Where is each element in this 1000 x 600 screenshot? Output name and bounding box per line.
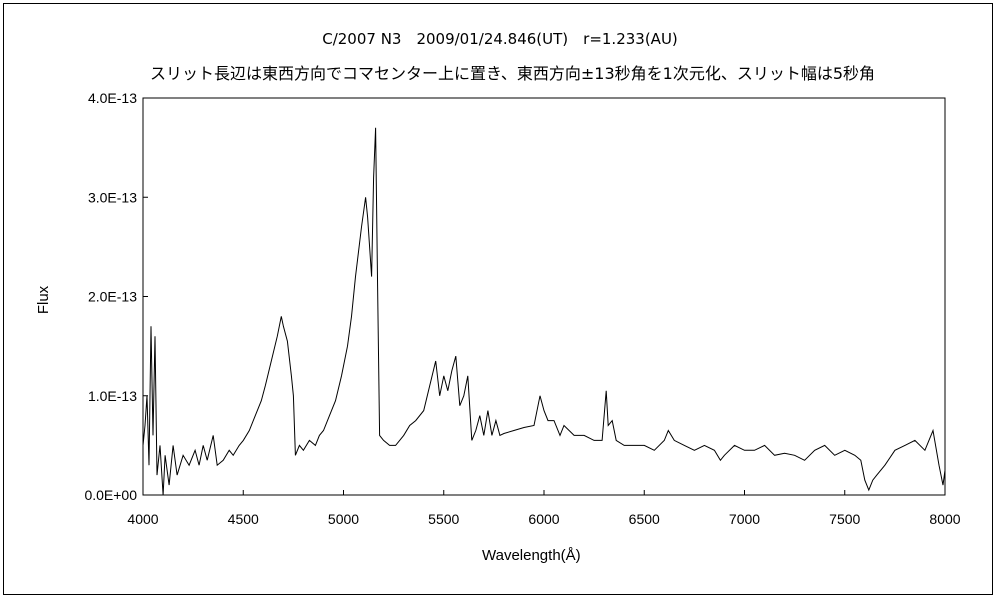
x-tick-label: 8000 [929,511,960,527]
x-tick-label: 6000 [528,511,559,527]
x-tick-label: 7000 [729,511,760,527]
y-axis-label: Flux [35,285,52,314]
y-tick-label: 1.0E-13 [88,388,137,404]
y-tick-label: 4.0E-13 [88,90,137,106]
y-tick-label: 0.0E+00 [84,487,137,503]
x-tick-label: 4000 [127,511,158,527]
x-tick-label: 4500 [228,511,259,527]
x-tick-label: 7500 [829,511,860,527]
chart-frame [3,3,993,595]
plot-area [142,97,946,496]
y-tick-label: 3.0E-13 [88,189,137,205]
x-tick-label: 6500 [629,511,660,527]
chart-title: C/2007 N3 2009/01/24.846(UT) r=1.233(AU) [322,30,678,48]
x-axis-label: Wavelength(Å) [482,547,581,564]
series-flux-line [142,127,946,496]
y-tick-label: 2.0E-13 [88,289,137,305]
chart-subtitle: スリット長辺は東西方向でコマセンター上に置き、東西方向±13秒角を1次元化、スリ… [150,64,876,83]
x-tick-label: 5000 [328,511,359,527]
x-tick-label: 5500 [428,511,459,527]
